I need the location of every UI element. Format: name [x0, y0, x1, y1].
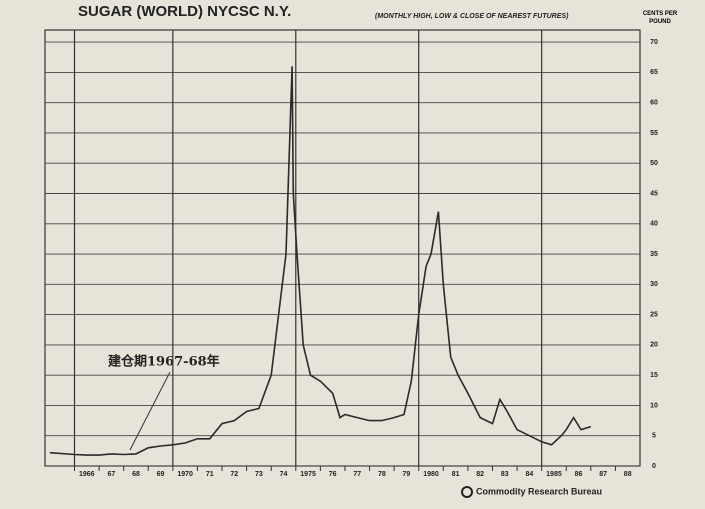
- y-tick-label: 5: [652, 433, 656, 440]
- x-tick-label: 71: [206, 471, 214, 478]
- x-tick-label: 78: [378, 471, 386, 478]
- x-tick-label: 1985: [546, 471, 562, 478]
- chart-subtitle: (MONTHLY HIGH, LOW & CLOSE OF NEAREST FU…: [375, 13, 569, 20]
- x-tick-label: 84: [525, 471, 533, 478]
- y-tick-label: 55: [650, 130, 658, 137]
- y-tick-label: 60: [650, 100, 658, 107]
- annotation: 建仓期1967-68年: [108, 354, 220, 370]
- y-tick-label: 0: [652, 463, 656, 470]
- y-axis-label-text: CENTS PER POUND: [642, 11, 678, 25]
- y-tick-label: 40: [650, 221, 658, 228]
- x-tick-label: 73: [255, 471, 263, 478]
- y-tick-label: 35: [650, 251, 658, 258]
- x-tick-label: 1980: [423, 471, 439, 478]
- x-tick-label: 83: [501, 471, 509, 478]
- x-tick-label: 1966: [79, 471, 95, 478]
- x-tick-label: 72: [230, 471, 238, 478]
- y-tick-label: 15: [650, 372, 658, 379]
- annotation-leader: [129, 371, 171, 451]
- y-tick-label: 45: [650, 190, 658, 197]
- y-tick-label: 65: [650, 69, 658, 76]
- y-tick-label: 10: [650, 402, 658, 409]
- x-tick-label: 82: [476, 471, 484, 478]
- y-tick-label: 50: [650, 160, 658, 167]
- x-tick-label: 87: [599, 471, 607, 478]
- price-line: [49, 66, 592, 456]
- x-tick-label: 74: [280, 471, 288, 478]
- x-tick-label: 76: [329, 471, 337, 478]
- x-tick-label: 68: [132, 471, 140, 478]
- x-tick-label: 67: [107, 471, 115, 478]
- x-tick-label: 1975: [300, 471, 316, 478]
- x-tick-label: 81: [452, 471, 460, 478]
- logo: [461, 486, 473, 498]
- x-tick-label: 86: [575, 471, 583, 478]
- y-tick-label: 70: [650, 39, 658, 46]
- x-tick-label: 79: [403, 471, 411, 478]
- y-tick-label: 30: [650, 281, 658, 288]
- x-tick-label: 88: [624, 471, 632, 478]
- y-tick-label: 25: [650, 311, 658, 318]
- source: Commodity Research Bureau: [476, 486, 602, 496]
- x-tick-label: 77: [353, 471, 361, 478]
- chart-title: SUGAR (WORLD) NYCSC N.Y.: [78, 3, 291, 20]
- y-tick-label: 20: [650, 342, 658, 349]
- y-axis-label: CENTS PER POUND: [642, 11, 678, 25]
- x-tick-label: 69: [157, 471, 165, 478]
- x-tick-label: 1970: [177, 471, 193, 478]
